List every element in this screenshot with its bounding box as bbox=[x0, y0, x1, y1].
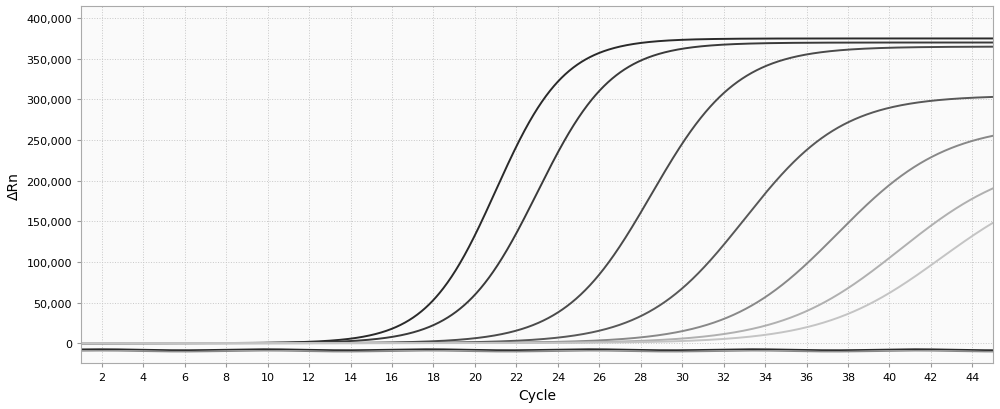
Y-axis label: ΔRn: ΔRn bbox=[7, 171, 21, 199]
X-axis label: Cycle: Cycle bbox=[518, 388, 556, 402]
